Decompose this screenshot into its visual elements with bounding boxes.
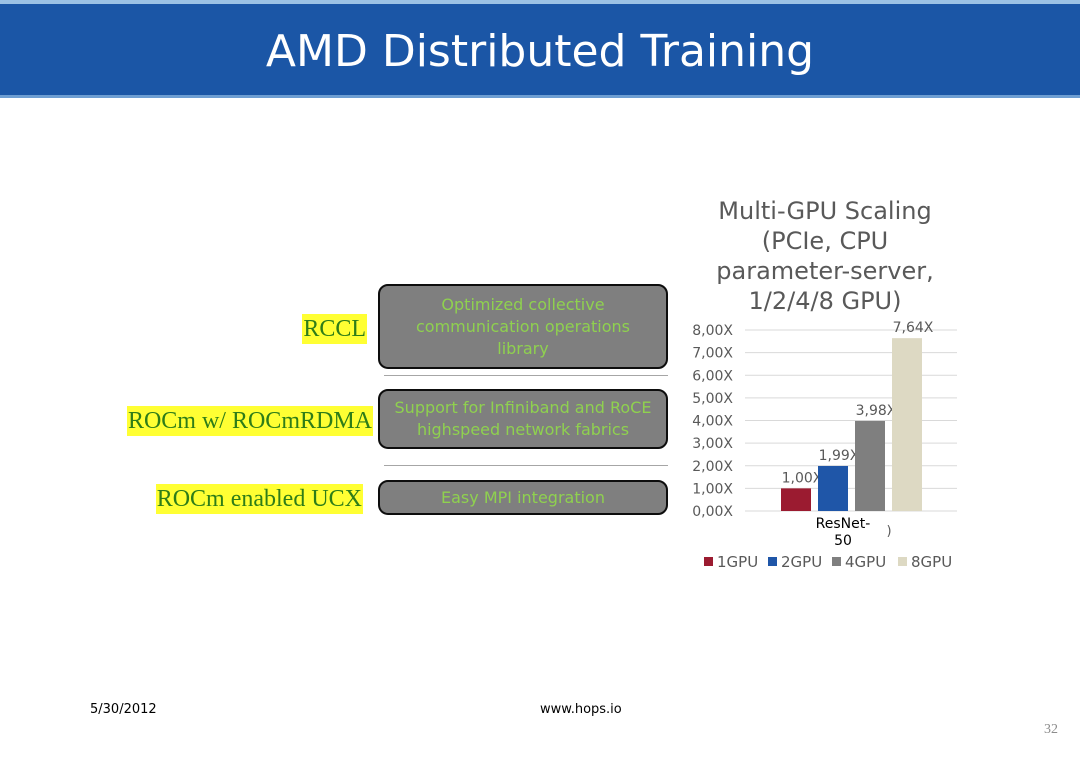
legend-swatch [768, 557, 777, 566]
bar-1gpu [781, 488, 811, 511]
stack-desc-rocm-ucx: Easy MPI integration [441, 487, 605, 507]
x-stray-label: ) [886, 524, 891, 539]
stack-divider [384, 465, 668, 466]
legend-swatch [704, 557, 713, 566]
chart-title: Multi-GPU Scaling (PCIe, CPU parameter-s… [716, 197, 934, 315]
y-tick-label: 6,00X [692, 368, 733, 384]
y-tick-label: 3,00X [692, 436, 733, 452]
y-tick-label: 0,00X [692, 504, 733, 520]
x-category-label: ResNet- [816, 516, 871, 532]
stack-box-rocm-rdma: Support for Infiniband and RoCE highspee… [378, 389, 668, 449]
y-tick-label: 5,00X [692, 391, 733, 407]
x-category-label: 50 [834, 533, 852, 549]
title-bar: AMD Distributed Training [0, 4, 1080, 98]
bar-2gpu [818, 465, 848, 511]
stack-label-rocm-rdma: ROCm w/ ROCmRDMA [126, 406, 373, 436]
bar-8gpu [892, 338, 922, 511]
top-accent-strip [0, 0, 1080, 4]
footer-url: www.hops.io [540, 702, 622, 717]
legend-label: 8GPU [911, 553, 952, 571]
stack-box-rocm-ucx: Easy MPI integration [378, 480, 668, 515]
stack-box-rccl: Optimized collective communication opera… [378, 284, 668, 369]
y-tick-label: 7,00X [692, 346, 733, 362]
legend-swatch [832, 557, 841, 566]
y-tick-label: 4,00X [692, 414, 733, 430]
data-label: 7,64X [893, 320, 934, 336]
y-tick-label: 8,00X [692, 323, 733, 339]
stack-divider [384, 375, 668, 376]
legend-swatch [898, 557, 907, 566]
data-label: 3,98X [856, 403, 897, 419]
data-label: 1,00X [782, 470, 823, 486]
slide-title: AMD Distributed Training [265, 26, 815, 77]
stack-desc-rccl: Optimized collective communication opera… [416, 294, 630, 358]
footer-date: 5/30/2012 [90, 702, 157, 717]
stack-desc-rocm-rdma: Support for Infiniband and RoCE highspee… [394, 398, 652, 439]
stack-label-rocm-ucx: ROCm enabled UCX [155, 484, 363, 514]
y-tick-label: 1,00X [692, 481, 733, 497]
bar-4gpu [855, 420, 885, 511]
data-label: 1,99X [819, 448, 860, 464]
slide-number: 32 [1044, 722, 1058, 737]
stack-label-rccl: RCCL [302, 314, 367, 344]
legend-label: 4GPU [845, 553, 886, 571]
y-tick-label: 2,00X [692, 459, 733, 475]
legend-label: 2GPU [781, 553, 822, 571]
legend-label: 1GPU [717, 553, 758, 571]
